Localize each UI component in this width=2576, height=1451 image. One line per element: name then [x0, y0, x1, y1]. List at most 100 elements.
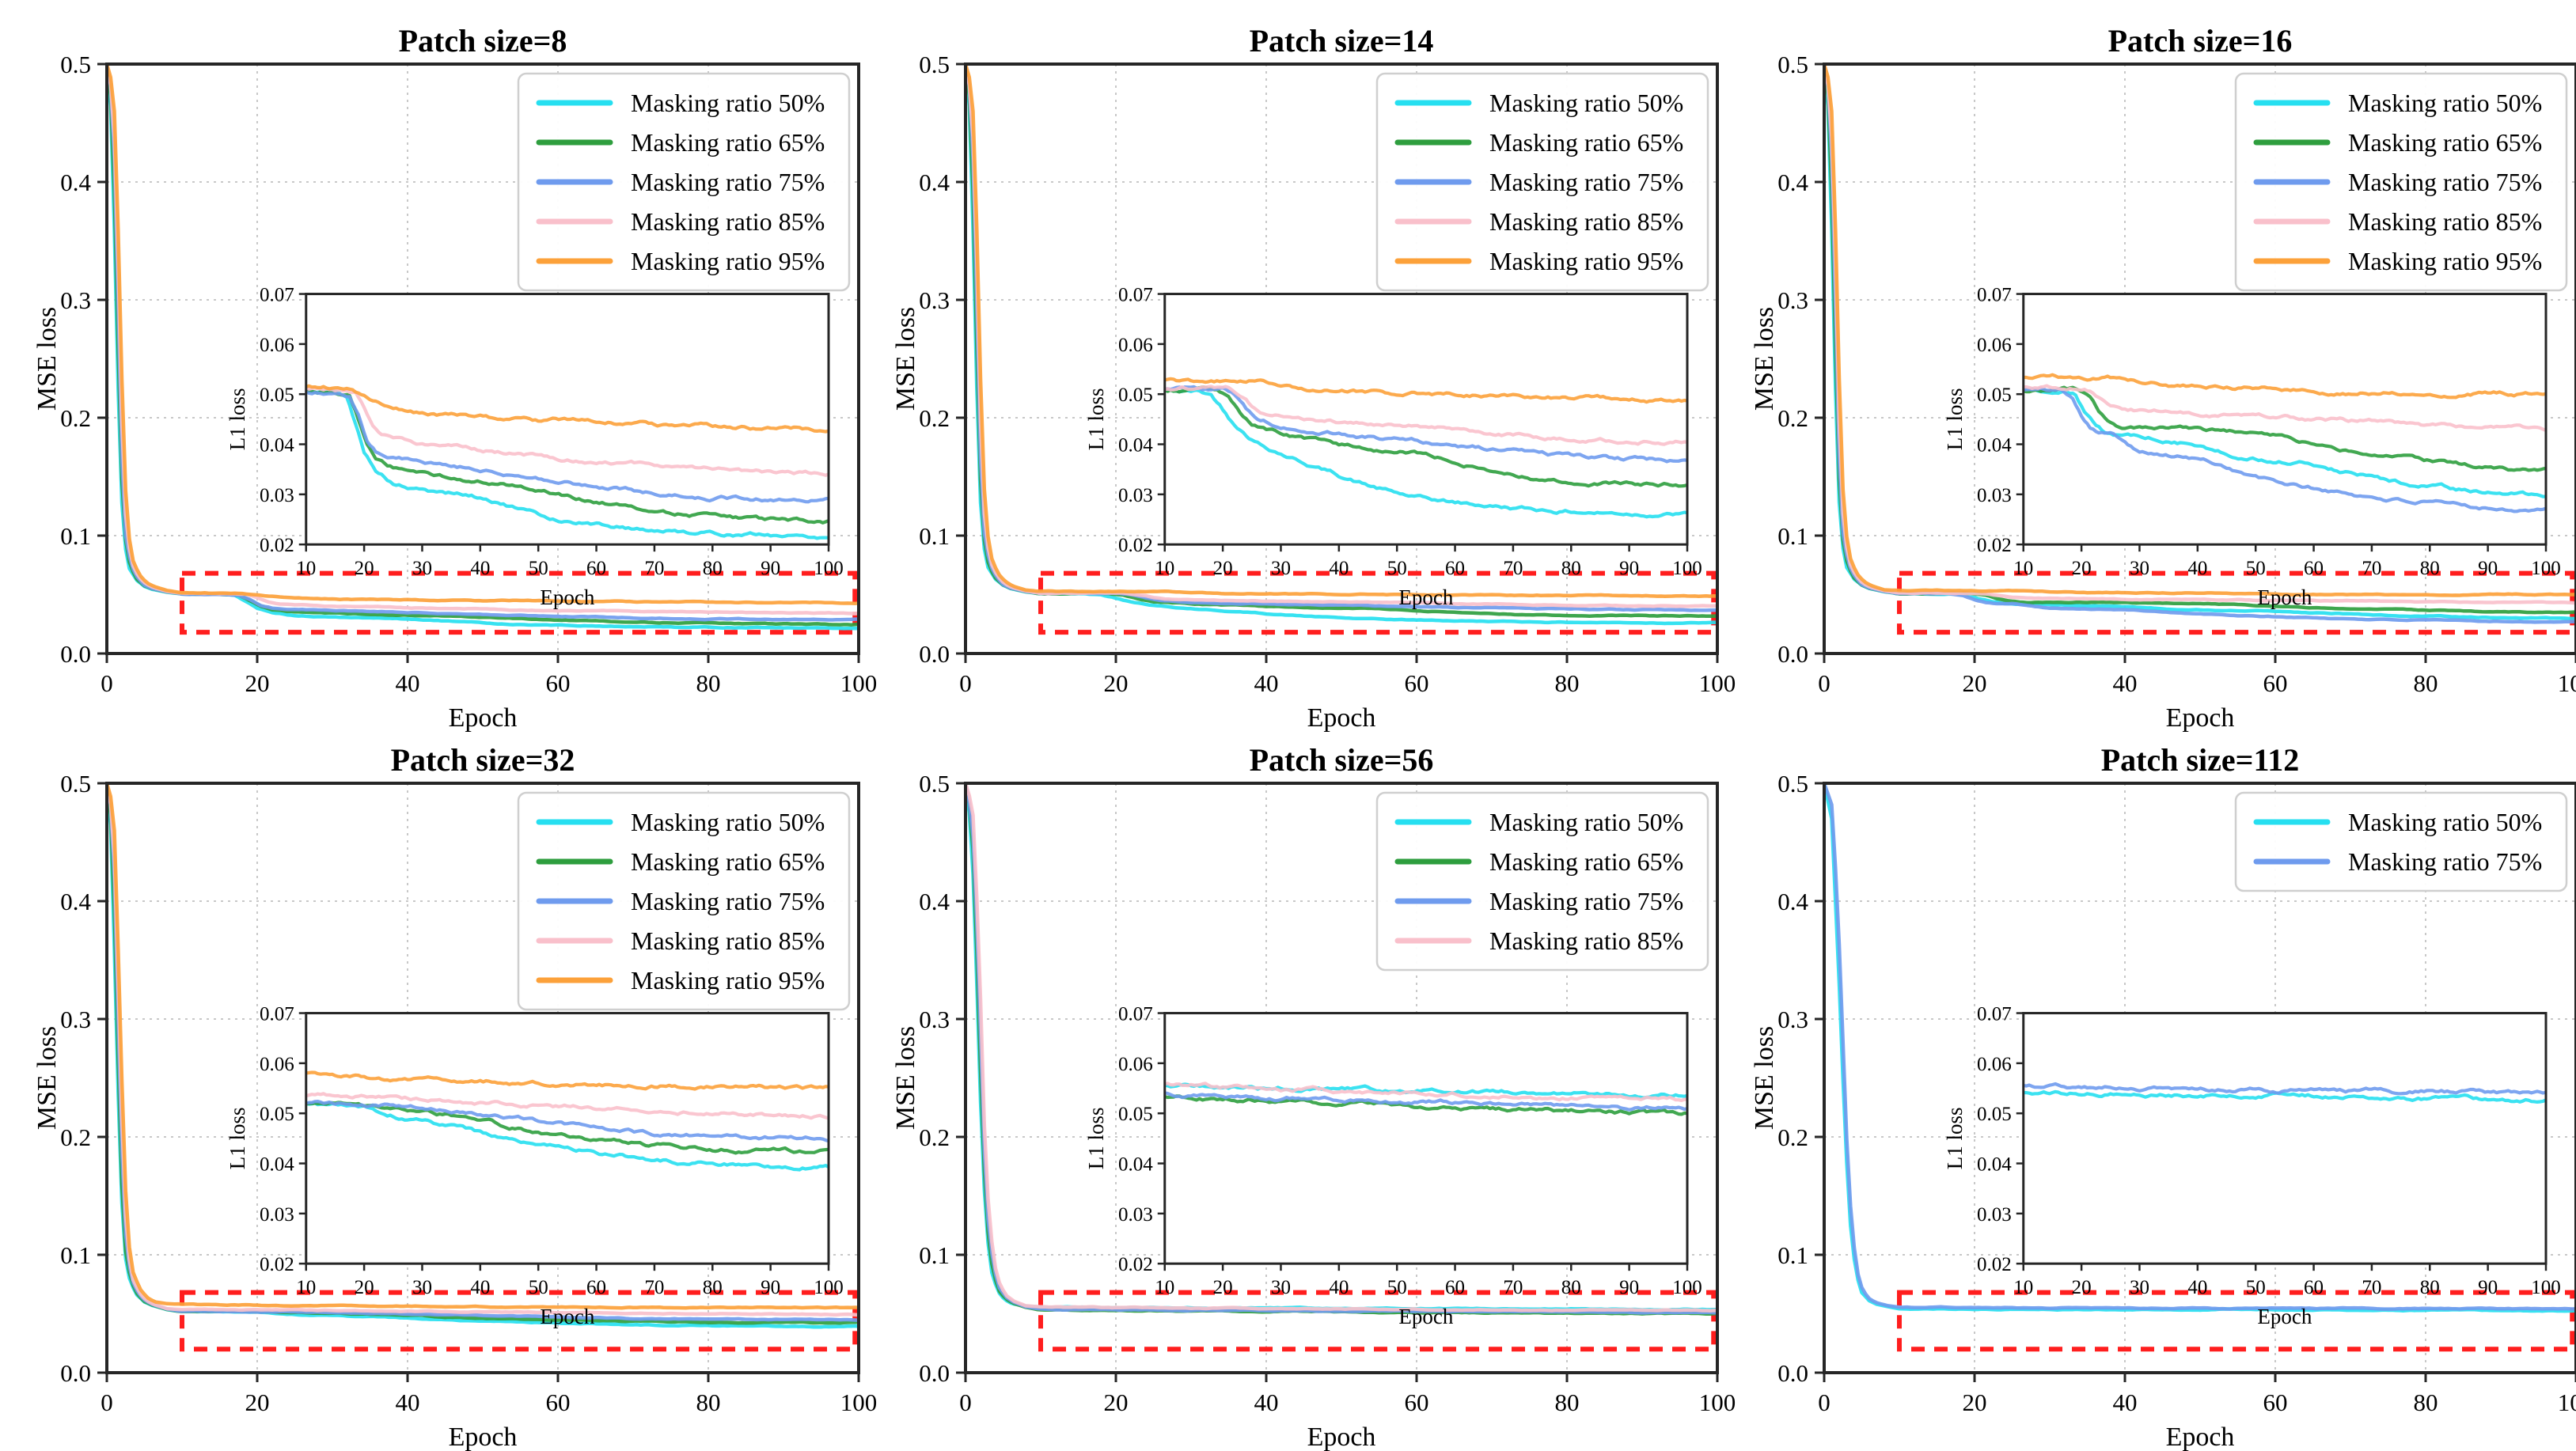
svg-text:40: 40	[470, 1277, 490, 1298]
svg-text:100: 100	[1699, 669, 1736, 697]
svg-text:20: 20	[1104, 1388, 1129, 1416]
svg-text:20: 20	[1213, 1277, 1233, 1298]
svg-text:80: 80	[1555, 1388, 1580, 1416]
inset-series-line-85	[305, 386, 829, 477]
inset-x-axis-label: Epoch	[540, 1305, 594, 1328]
inset-axes: 10 20 30 40 50 60 70 80 90 100 0.02 0.03 0.04 0.05 0.0…	[1943, 285, 2561, 610]
svg-text:0.04: 0.04	[1118, 1154, 1153, 1176]
svg-text:100: 100	[840, 1388, 878, 1416]
svg-text:60: 60	[586, 1277, 606, 1298]
svg-text:0.4: 0.4	[60, 888, 91, 915]
svg-text:100: 100	[814, 1277, 844, 1298]
svg-text:0.05: 0.05	[1977, 385, 2012, 406]
inset-axes: 10 20 30 40 50 60 70 80 90 100 0.02 0.03 0.04 0.05 0.0…	[1084, 285, 1702, 610]
chart-panel-patch-14: Patch size=14 0 20 40 60 80 100 0.0 0.1 0.2 0.3 0.…	[890, 13, 1749, 732]
svg-text:90: 90	[2478, 558, 2498, 579]
svg-text:50: 50	[2246, 558, 2266, 579]
svg-text:90: 90	[2478, 1277, 2498, 1298]
chart-plot-patch-8: 0 20 40 60 80 100 0.0 0.1 0.2 0.3 0.4 0.5 Epoch MSE l…	[32, 51, 877, 732]
legend-label: Masking ratio 75%	[1489, 168, 1683, 196]
inset-y-axis-label: L1 loss	[1084, 388, 1108, 450]
inset-series-line-95	[305, 1070, 829, 1091]
main-axes: 0 20 40 60 80 100 0.0 0.1 0.2 0.3 0.4 0.5 Epoch MSE l…	[32, 770, 877, 1451]
svg-text:30: 30	[412, 558, 432, 579]
chart-plot-patch-32: 0 20 40 60 80 100 0.0 0.1 0.2 0.3 0.4 0.5 Epoch MSE l…	[32, 770, 877, 1451]
inset-series-line-65	[305, 389, 829, 525]
main-axes: 0 20 40 60 80 100 0.0 0.1 0.2 0.3 0.4 0.5 Epoch MSE l…	[891, 770, 1736, 1451]
main-series	[966, 783, 1717, 1317]
x-axis-label: Epoch	[2166, 703, 2235, 732]
svg-text:0.07: 0.07	[1977, 1004, 2012, 1025]
svg-text:0.05: 0.05	[1118, 385, 1153, 406]
inset-series-line-65	[305, 1101, 829, 1155]
main-axes: 0 20 40 60 80 100 0.0 0.1 0.2 0.3 0.4 0.5 Epoch MSE l…	[32, 51, 877, 732]
svg-text:0.07: 0.07	[260, 285, 294, 306]
inset-series-line-85	[1164, 1082, 1687, 1102]
legend-label: Masking ratio 95%	[1489, 247, 1683, 275]
y-axis-label: MSE loss	[32, 307, 62, 411]
svg-text:40: 40	[2187, 1277, 2207, 1298]
legend-label: Masking ratio 50%	[1489, 808, 1683, 836]
svg-text:0.2: 0.2	[60, 404, 91, 432]
svg-text:100: 100	[1672, 1277, 1702, 1298]
main-axes: 0 20 40 60 80 100 0.0 0.1 0.2 0.3 0.4 0.5 Epoch MSE l…	[891, 51, 1736, 732]
inset-y-axis-label: L1 loss	[226, 1107, 249, 1169]
svg-text:80: 80	[1561, 1277, 1581, 1298]
inset-axes: 10 20 30 40 50 60 70 80 90 100 0.02 0.03 0.04 0.05 0.0…	[226, 1004, 844, 1329]
inset-series-line-50	[1164, 388, 1687, 519]
legend-label: Masking ratio 65%	[2348, 128, 2542, 157]
chart-title: Patch size=112	[2100, 742, 2300, 778]
svg-text:60: 60	[546, 1388, 571, 1416]
svg-text:0.3: 0.3	[919, 286, 950, 314]
svg-text:80: 80	[1561, 558, 1581, 579]
svg-text:60: 60	[2304, 558, 2324, 579]
legend-label: Masking ratio 50%	[2348, 89, 2542, 117]
main-series	[966, 64, 1717, 626]
legend-label: Masking ratio 75%	[631, 168, 825, 196]
svg-text:0.2: 0.2	[1777, 404, 1808, 432]
inset-series-line-75	[1164, 1091, 1687, 1112]
svg-text:40: 40	[1254, 669, 1279, 697]
svg-text:50: 50	[1387, 1277, 1407, 1298]
inset-x-axis-label: Epoch	[1398, 585, 1453, 609]
svg-text:100: 100	[2558, 1388, 2576, 1416]
svg-text:20: 20	[2072, 558, 2092, 579]
inset-series-line-95	[2023, 373, 2546, 400]
inset-series-line-65	[2023, 385, 2546, 472]
svg-text:0.02: 0.02	[1977, 1254, 2012, 1275]
main-series	[1824, 64, 2576, 624]
legend-label: Masking ratio 75%	[1489, 887, 1683, 915]
svg-text:80: 80	[696, 1388, 721, 1416]
inset-x-axis-label: Epoch	[1398, 1305, 1453, 1328]
svg-text:20: 20	[1104, 669, 1129, 697]
legend: Masking ratio 50% Masking ratio 65% Maskin…	[1375, 72, 1709, 292]
series-line-95	[107, 783, 859, 1310]
svg-text:0.3: 0.3	[919, 1006, 950, 1033]
svg-text:20: 20	[355, 1277, 374, 1298]
svg-text:0.06: 0.06	[1118, 1054, 1153, 1075]
legend-label: Masking ratio 95%	[2348, 247, 2542, 275]
svg-text:0.4: 0.4	[919, 169, 950, 196]
svg-text:30: 30	[2130, 1277, 2149, 1298]
inset-x-axis-label: Epoch	[540, 585, 594, 609]
svg-text:0.02: 0.02	[1977, 535, 2012, 556]
main-series	[107, 783, 859, 1329]
svg-text:20: 20	[1963, 1388, 1987, 1416]
legend-label: Masking ratio 50%	[631, 89, 825, 117]
svg-text:0.03: 0.03	[1118, 1204, 1153, 1226]
svg-text:60: 60	[2304, 1277, 2324, 1298]
svg-text:0.06: 0.06	[1118, 335, 1153, 356]
x-axis-label: Epoch	[2166, 1423, 2235, 1451]
y-axis-label: MSE loss	[891, 307, 920, 411]
svg-text:0.02: 0.02	[1118, 535, 1153, 556]
chart-panel-patch-56: Patch size=56 0 20 40 60 80 100 0.0 0.1 0.2 0.3 0.…	[890, 732, 1749, 1451]
chart-title: Patch size=14	[1249, 23, 1434, 59]
svg-text:0.0: 0.0	[919, 640, 950, 668]
svg-text:60: 60	[586, 558, 606, 579]
chart-plot-patch-56: 0 20 40 60 80 100 0.0 0.1 0.2 0.3 0.4 0.5 Epoch MSE l…	[891, 770, 1736, 1451]
svg-text:20: 20	[245, 1388, 270, 1416]
inset-series-line-75	[305, 1100, 829, 1143]
svg-text:0.04: 0.04	[260, 435, 294, 457]
inset-axes: 10 20 30 40 50 60 70 80 90 100 0.02 0.03 0.04 0.05 0.0…	[1943, 1004, 2561, 1329]
inset-x-axis-label: Epoch	[2257, 585, 2312, 609]
